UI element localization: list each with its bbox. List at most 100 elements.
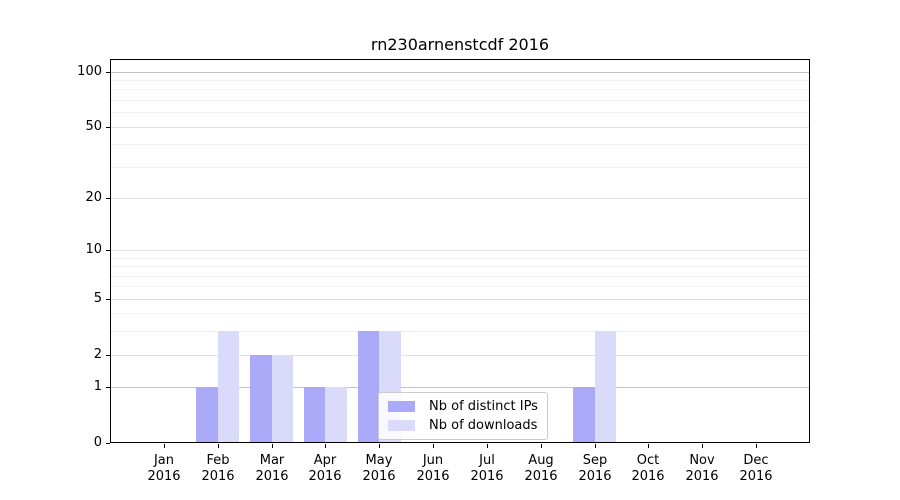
x-tick-label: Aug 2016 bbox=[514, 453, 568, 485]
x-tick-label: Apr 2016 bbox=[298, 453, 352, 485]
bar-downloads-apr bbox=[325, 387, 347, 443]
gridline-minor bbox=[110, 79, 810, 81]
legend-swatch-distinct-ips bbox=[388, 401, 415, 412]
y-tick-label: 10 bbox=[85, 242, 102, 257]
x-tick-month: Feb bbox=[206, 453, 230, 468]
plot-border bbox=[110, 59, 810, 443]
gridline-major bbox=[110, 249, 810, 251]
bar-downloads-mar bbox=[271, 354, 293, 443]
gridline-major bbox=[110, 71, 810, 73]
y-tick-label: 20 bbox=[85, 190, 102, 205]
gridline-major bbox=[110, 126, 810, 128]
bar-distinct-ips-feb bbox=[196, 387, 218, 443]
gridline-minor bbox=[110, 89, 810, 91]
bar-distinct-ips-may bbox=[357, 331, 380, 443]
x-tick-year: 2016 bbox=[308, 469, 342, 484]
x-tick-month: Dec bbox=[743, 453, 769, 468]
gridline-minor bbox=[110, 166, 810, 168]
bar-distinct-ips-apr bbox=[303, 387, 326, 443]
gridline-minor bbox=[110, 275, 810, 277]
y-tick-label: 0 bbox=[93, 435, 102, 450]
chart-title: rn230arnenstcdf 2016 bbox=[370, 35, 550, 54]
gridline-minor bbox=[110, 286, 810, 288]
x-tick-year: 2016 bbox=[147, 469, 181, 484]
y-tick-mark bbox=[106, 127, 110, 128]
gridline-major bbox=[110, 387, 810, 389]
y-tick-mark bbox=[106, 198, 110, 199]
x-tick-mark bbox=[164, 444, 165, 448]
x-tick-month: May bbox=[365, 453, 393, 468]
legend-row: Nb of downloads bbox=[388, 416, 538, 435]
bar-distinct-ips-sep bbox=[573, 387, 595, 443]
y-tick-mark bbox=[106, 299, 110, 300]
x-tick-label: Jun 2016 bbox=[406, 453, 460, 485]
x-tick-year: 2016 bbox=[739, 469, 773, 484]
x-tick-label: Mar 2016 bbox=[245, 453, 299, 485]
y-tick-label: 1 bbox=[93, 379, 102, 394]
legend-label-downloads: Nb of downloads bbox=[429, 418, 538, 433]
y-tick-label: 5 bbox=[93, 291, 102, 306]
x-tick-month: Aug bbox=[528, 453, 554, 468]
x-tick-mark bbox=[541, 444, 542, 448]
gridline-minor bbox=[110, 331, 810, 333]
bar-distinct-ips-mar bbox=[250, 354, 272, 443]
y-tick-mark bbox=[106, 72, 110, 73]
x-tick-mark bbox=[487, 444, 488, 448]
x-tick-year: 2016 bbox=[524, 469, 558, 484]
legend-row: Nb of distinct IPs bbox=[388, 397, 538, 416]
gridline-minor bbox=[110, 112, 810, 114]
x-tick-month: Oct bbox=[636, 453, 660, 468]
x-tick-label: Oct 2016 bbox=[621, 453, 675, 485]
y-tick-mark bbox=[106, 387, 110, 388]
x-tick-mark bbox=[325, 444, 326, 448]
x-tick-mark bbox=[702, 444, 703, 448]
x-tick-year: 2016 bbox=[201, 469, 235, 484]
x-tick-label: Dec 2016 bbox=[729, 453, 783, 485]
gridline-minor bbox=[110, 266, 810, 268]
x-tick-year: 2016 bbox=[685, 469, 719, 484]
x-tick-month: Nov bbox=[689, 453, 715, 468]
x-tick-label: Sep 2016 bbox=[568, 453, 622, 485]
plot-area bbox=[110, 59, 810, 443]
x-tick-mark bbox=[379, 444, 380, 448]
gridline-minor bbox=[110, 313, 810, 315]
x-tick-month: Jul bbox=[479, 453, 495, 468]
x-tick-label: Feb 2016 bbox=[191, 453, 245, 485]
x-tick-mark bbox=[595, 444, 596, 448]
gridline-major bbox=[110, 197, 810, 199]
x-tick-month: Mar bbox=[259, 453, 285, 468]
y-tick-label: 2 bbox=[93, 347, 102, 362]
y-tick-mark bbox=[106, 250, 110, 251]
x-tick-label: Jul 2016 bbox=[460, 453, 514, 485]
x-tick-year: 2016 bbox=[362, 469, 396, 484]
x-tick-mark bbox=[433, 444, 434, 448]
legend-label-distinct-ips: Nb of distinct IPs bbox=[429, 399, 538, 414]
x-tick-month: Apr bbox=[313, 453, 337, 468]
x-tick-label: Nov 2016 bbox=[675, 453, 729, 485]
x-tick-mark bbox=[648, 444, 649, 448]
gridline-minor bbox=[110, 257, 810, 259]
legend: Nb of distinct IPs Nb of downloads bbox=[378, 392, 548, 440]
gridline-minor bbox=[110, 99, 810, 101]
y-tick-label: 100 bbox=[77, 64, 102, 79]
y-tick-label: 50 bbox=[85, 119, 102, 134]
x-tick-year: 2016 bbox=[416, 469, 450, 484]
y-tick-mark bbox=[106, 443, 110, 444]
gridline-major bbox=[110, 354, 810, 356]
x-tick-mark bbox=[272, 444, 273, 448]
x-tick-year: 2016 bbox=[631, 469, 665, 484]
x-tick-mark bbox=[756, 444, 757, 448]
gridline-minor bbox=[110, 144, 810, 146]
x-tick-label: Jan 2016 bbox=[137, 453, 191, 485]
x-tick-year: 2016 bbox=[255, 469, 289, 484]
x-tick-month: Jan bbox=[153, 453, 175, 468]
x-tick-year: 2016 bbox=[578, 469, 612, 484]
x-tick-month: Jun bbox=[422, 453, 444, 468]
y-tick-mark bbox=[106, 355, 110, 356]
x-tick-label: May 2016 bbox=[352, 453, 406, 485]
x-tick-year: 2016 bbox=[470, 469, 504, 484]
x-tick-month: Sep bbox=[582, 453, 608, 468]
x-tick-mark bbox=[218, 444, 219, 448]
bar-downloads-sep bbox=[594, 331, 617, 443]
